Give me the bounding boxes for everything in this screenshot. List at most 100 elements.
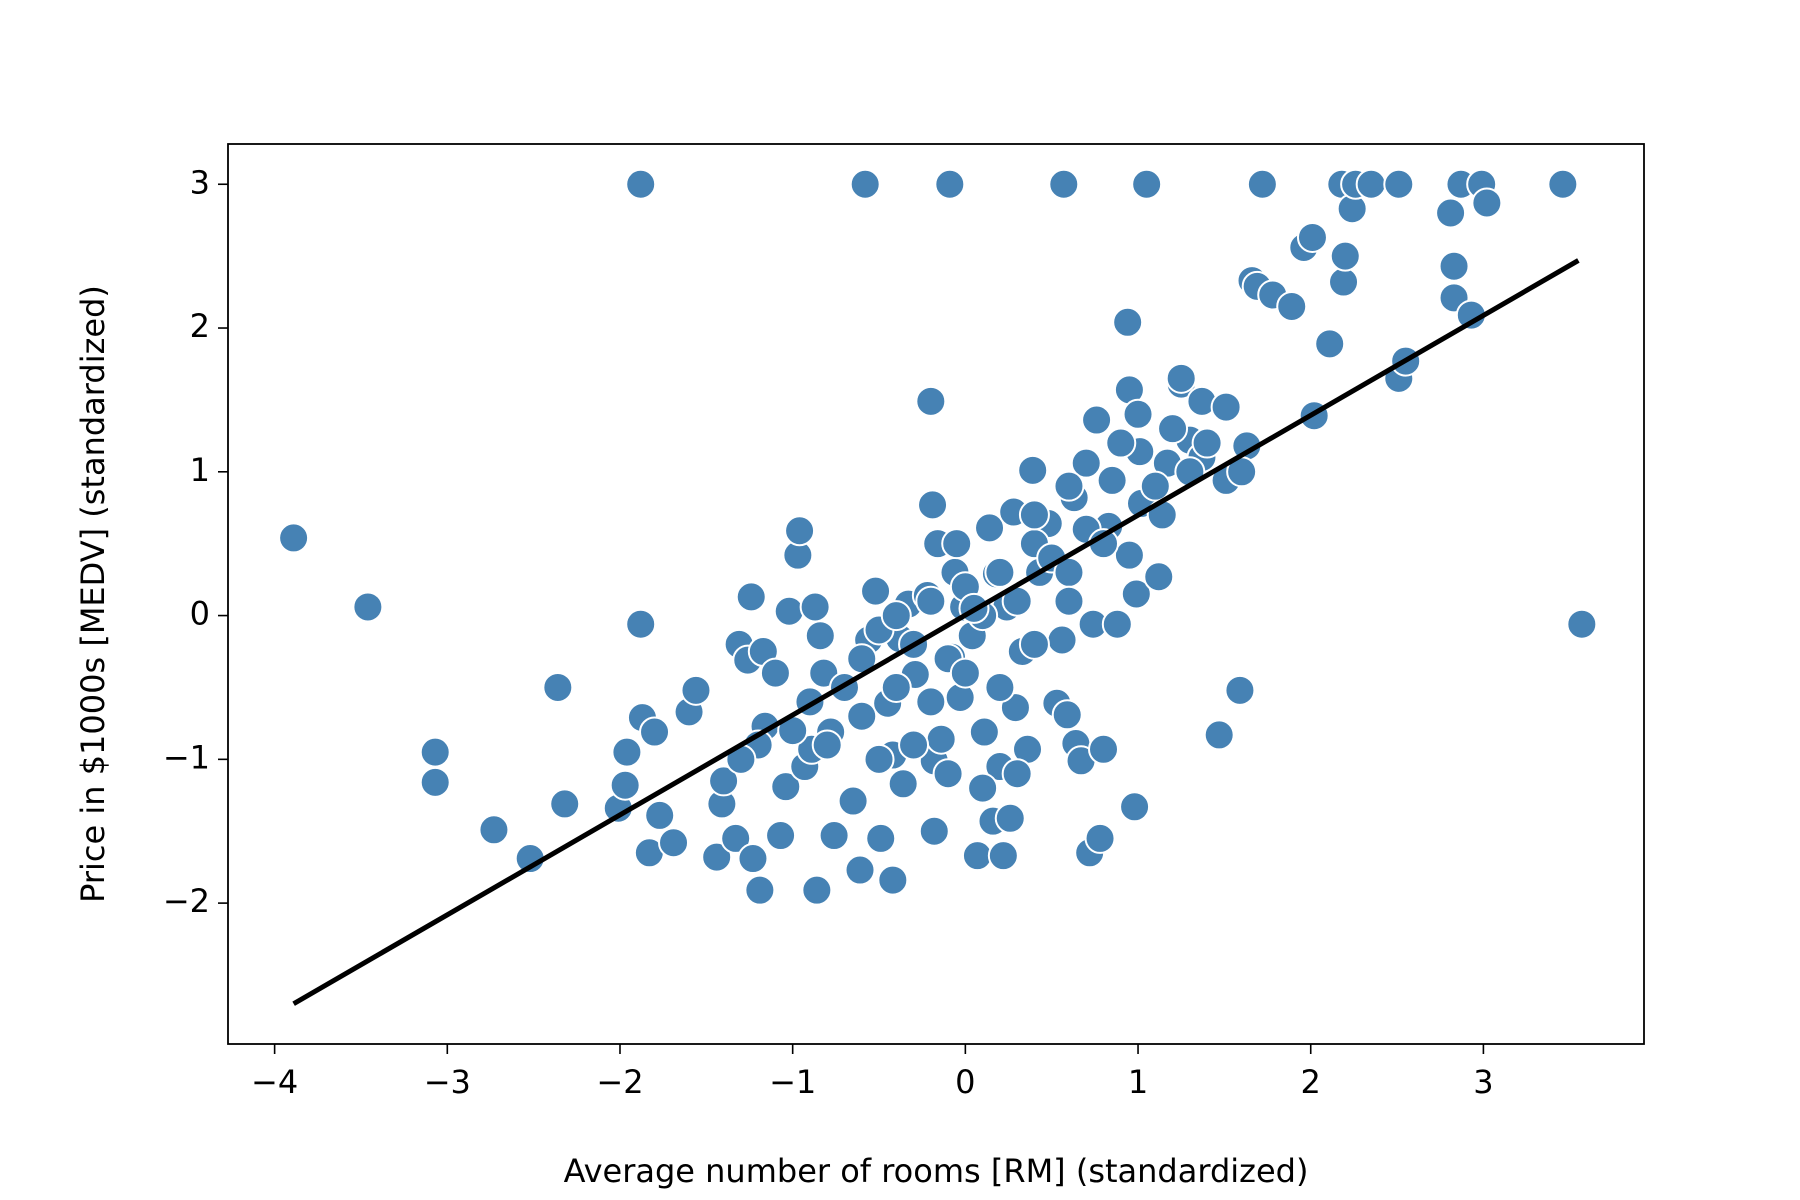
point bbox=[799, 591, 831, 623]
point bbox=[1001, 758, 1033, 790]
point bbox=[278, 522, 310, 554]
point bbox=[1048, 168, 1080, 200]
y-tick-label: 3 bbox=[190, 163, 210, 201]
x-tick-label: −2 bbox=[596, 1063, 643, 1101]
point bbox=[625, 168, 657, 200]
point bbox=[1018, 499, 1050, 531]
point bbox=[1296, 221, 1328, 253]
point bbox=[1088, 733, 1120, 765]
point bbox=[1165, 362, 1197, 394]
point bbox=[1435, 197, 1467, 229]
y-tick-label: 2 bbox=[190, 307, 210, 345]
point bbox=[1112, 306, 1144, 338]
point bbox=[1143, 561, 1175, 593]
point bbox=[994, 802, 1026, 834]
point bbox=[984, 671, 1016, 703]
point bbox=[1084, 822, 1116, 854]
point bbox=[987, 840, 1019, 872]
plot-frame bbox=[227, 143, 1645, 1045]
point bbox=[1122, 398, 1154, 430]
point bbox=[708, 765, 740, 797]
point bbox=[880, 671, 912, 703]
point bbox=[961, 840, 993, 872]
point bbox=[770, 771, 802, 803]
point bbox=[860, 575, 892, 607]
point bbox=[1101, 608, 1133, 640]
point bbox=[949, 657, 981, 689]
point bbox=[644, 799, 676, 831]
point bbox=[1113, 539, 1145, 571]
point bbox=[1191, 427, 1223, 459]
point bbox=[932, 758, 964, 790]
point bbox=[1070, 447, 1102, 479]
point bbox=[658, 827, 690, 859]
point bbox=[804, 620, 836, 652]
point bbox=[784, 515, 816, 547]
point bbox=[1471, 187, 1503, 219]
x-tick-label: 3 bbox=[1473, 1063, 1493, 1101]
point bbox=[818, 820, 850, 852]
point bbox=[1566, 608, 1598, 640]
point bbox=[1105, 427, 1137, 459]
point bbox=[915, 585, 947, 617]
point bbox=[720, 822, 752, 854]
point bbox=[877, 864, 909, 896]
point bbox=[1276, 290, 1308, 322]
point bbox=[887, 768, 919, 800]
point bbox=[1383, 168, 1415, 200]
point bbox=[974, 512, 1006, 544]
point bbox=[701, 841, 733, 873]
point bbox=[898, 729, 930, 761]
point bbox=[915, 686, 947, 718]
point bbox=[611, 736, 643, 768]
point bbox=[1051, 699, 1083, 731]
point bbox=[419, 736, 451, 768]
y-tick-label: 0 bbox=[190, 595, 210, 633]
point bbox=[352, 591, 384, 623]
point bbox=[1119, 791, 1151, 823]
point bbox=[1017, 454, 1049, 486]
point bbox=[1120, 578, 1152, 610]
x-tick-label: −4 bbox=[251, 1063, 298, 1101]
point bbox=[1018, 628, 1050, 660]
point bbox=[639, 716, 671, 748]
x-axis-label: Average number of rooms [RM] (standardiz… bbox=[564, 1152, 1309, 1190]
point bbox=[1131, 168, 1163, 200]
point bbox=[1329, 240, 1361, 272]
point bbox=[849, 168, 881, 200]
point bbox=[549, 788, 581, 820]
point bbox=[478, 814, 510, 846]
y-tick-label: −2 bbox=[163, 882, 210, 920]
point bbox=[735, 581, 767, 613]
point bbox=[765, 820, 797, 852]
point bbox=[1246, 168, 1278, 200]
point bbox=[1438, 250, 1470, 282]
point bbox=[1053, 470, 1085, 502]
point bbox=[609, 769, 641, 801]
point bbox=[759, 657, 791, 689]
point bbox=[680, 674, 712, 706]
point bbox=[542, 671, 574, 703]
point bbox=[846, 700, 878, 732]
point bbox=[967, 772, 999, 804]
point bbox=[1203, 719, 1235, 751]
point bbox=[1547, 168, 1579, 200]
y-tick-label: −1 bbox=[163, 738, 210, 776]
x-tick-label: 2 bbox=[1301, 1063, 1321, 1101]
y-axis-label: Price in $1000s [MEDV] (standardized) bbox=[74, 285, 112, 903]
point bbox=[984, 556, 1016, 588]
point bbox=[880, 600, 912, 632]
x-tick-label: −3 bbox=[424, 1063, 471, 1101]
point bbox=[1210, 391, 1242, 423]
point bbox=[917, 489, 949, 521]
point bbox=[737, 843, 769, 875]
point bbox=[419, 766, 451, 798]
point bbox=[1046, 624, 1078, 656]
point bbox=[934, 168, 966, 200]
point bbox=[1053, 585, 1085, 617]
y-tick-label: 1 bbox=[190, 451, 210, 489]
point bbox=[844, 854, 876, 886]
point bbox=[941, 528, 973, 560]
point bbox=[811, 729, 843, 761]
point bbox=[968, 716, 1000, 748]
